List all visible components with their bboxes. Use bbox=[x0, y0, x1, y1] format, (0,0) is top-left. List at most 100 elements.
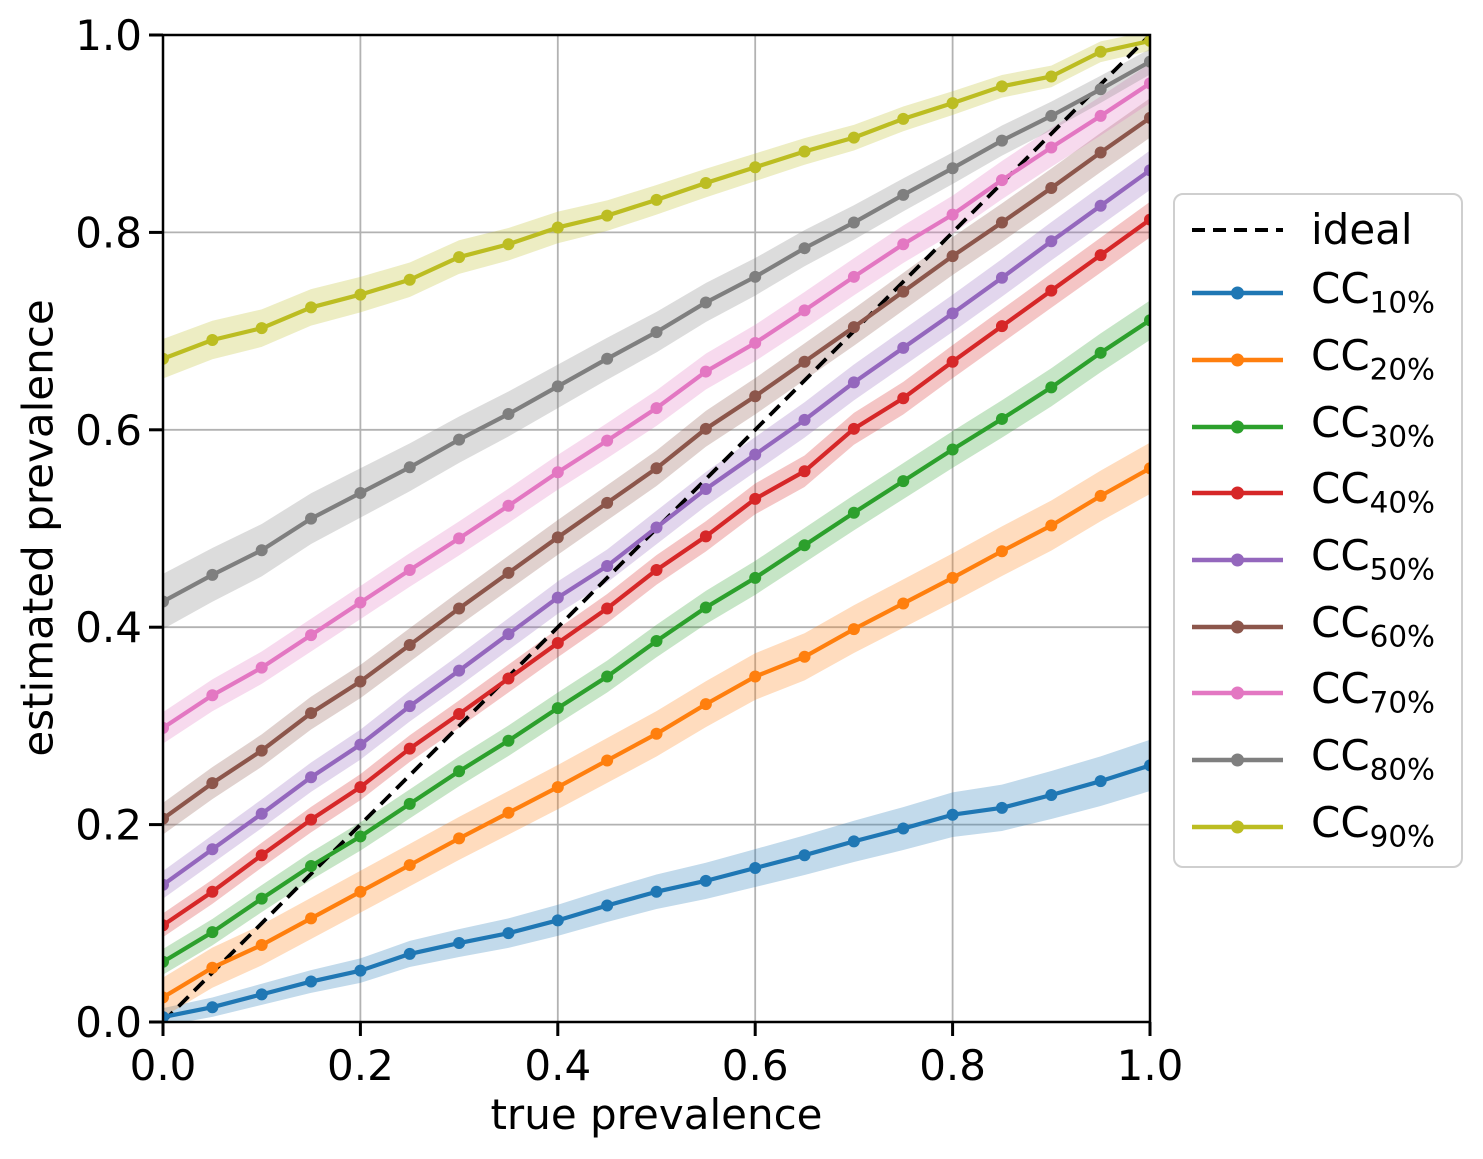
legend-label-cc-70: CC70% bbox=[1311, 664, 1435, 720]
marker-cc-30 bbox=[551, 702, 564, 715]
marker-cc-80 bbox=[305, 512, 318, 525]
y-tick-label: 0.8 bbox=[75, 208, 142, 257]
marker-cc-80 bbox=[995, 134, 1008, 147]
marker-cc-80 bbox=[354, 486, 367, 499]
y-tick-label: 0.6 bbox=[75, 406, 142, 455]
legend-label-subscript: 90% bbox=[1369, 819, 1435, 854]
marker-cc-90 bbox=[403, 273, 416, 286]
plot-border bbox=[161, 33, 1152, 1024]
marker-cc-60 bbox=[551, 531, 564, 544]
marker-cc-60 bbox=[354, 675, 367, 688]
marker-cc-50 bbox=[749, 448, 762, 461]
legend-entry-cc-70: CC70% bbox=[1175, 668, 1461, 718]
marker-cc-10 bbox=[502, 927, 515, 940]
x-tick-label: 0.2 bbox=[327, 1041, 394, 1090]
legend-sample-cc-70 bbox=[1192, 686, 1283, 700]
series-marker-icon bbox=[1231, 620, 1244, 634]
marker-cc-80 bbox=[650, 326, 663, 339]
marker-cc-80 bbox=[163, 595, 169, 608]
marker-cc-40 bbox=[1144, 213, 1150, 226]
marker-cc-90 bbox=[749, 161, 762, 174]
marker-cc-30 bbox=[798, 539, 811, 552]
marker-cc-40 bbox=[551, 636, 564, 649]
marker-cc-50 bbox=[946, 307, 959, 320]
marker-cc-10 bbox=[897, 822, 910, 835]
marker-cc-70 bbox=[453, 532, 466, 545]
marker-cc-30 bbox=[453, 765, 466, 778]
marker-cc-60 bbox=[749, 390, 762, 403]
marker-cc-20 bbox=[163, 991, 169, 1004]
marker-cc-70 bbox=[847, 270, 860, 283]
marker-cc-50 bbox=[798, 413, 811, 426]
legend-label-subscript: 80% bbox=[1369, 752, 1435, 787]
marker-cc-40 bbox=[995, 320, 1008, 333]
legend-label-cc-20: CC20% bbox=[1311, 330, 1435, 387]
legend-sample-cc-20 bbox=[1192, 353, 1283, 367]
marker-cc-90 bbox=[699, 177, 712, 190]
marker-cc-10 bbox=[1045, 788, 1058, 801]
marker-cc-50 bbox=[453, 664, 466, 677]
marker-cc-50 bbox=[206, 843, 219, 856]
y-tick-label: 0.4 bbox=[75, 603, 142, 652]
marker-cc-30 bbox=[650, 635, 663, 648]
marker-cc-30 bbox=[305, 860, 318, 873]
marker-cc-40 bbox=[206, 885, 219, 898]
marker-cc-20 bbox=[946, 571, 959, 584]
marker-cc-40 bbox=[847, 422, 860, 435]
marker-cc-90 bbox=[354, 288, 367, 301]
marker-cc-30 bbox=[995, 412, 1008, 425]
x-tick-label: 0.8 bbox=[919, 1041, 986, 1090]
marker-cc-30 bbox=[163, 955, 169, 968]
series-marker-icon bbox=[1231, 353, 1244, 367]
marker-cc-20 bbox=[403, 859, 416, 872]
legend-label-subscript: 50% bbox=[1369, 552, 1435, 587]
marker-cc-80 bbox=[255, 544, 268, 557]
marker-cc-70 bbox=[354, 596, 367, 609]
marker-cc-30 bbox=[699, 601, 712, 614]
marker-cc-40 bbox=[699, 530, 712, 543]
marker-cc-70 bbox=[163, 721, 169, 734]
y-tick-label: 1.0 bbox=[75, 11, 142, 60]
marker-cc-70 bbox=[255, 661, 268, 674]
legend-label-subscript: 40% bbox=[1369, 485, 1435, 520]
marker-cc-90 bbox=[946, 97, 959, 110]
series-marker-icon bbox=[1231, 553, 1244, 567]
marker-cc-20 bbox=[601, 754, 614, 767]
marker-cc-50 bbox=[995, 271, 1008, 284]
legend-sample-cc-60 bbox=[1192, 620, 1283, 634]
marker-cc-10 bbox=[650, 885, 663, 898]
marker-cc-10 bbox=[163, 1011, 169, 1022]
marker-cc-50 bbox=[502, 628, 515, 641]
marker-cc-60 bbox=[305, 707, 318, 720]
marker-cc-30 bbox=[354, 830, 367, 843]
marker-cc-40 bbox=[650, 563, 663, 576]
marker-cc-60 bbox=[502, 566, 515, 579]
marker-cc-10 bbox=[403, 947, 416, 960]
marker-cc-10 bbox=[305, 975, 318, 988]
marker-cc-50 bbox=[1094, 199, 1107, 212]
marker-cc-30 bbox=[897, 475, 910, 488]
marker-cc-20 bbox=[502, 806, 515, 819]
marker-cc-30 bbox=[1045, 381, 1058, 394]
marker-cc-90 bbox=[897, 112, 910, 125]
marker-cc-80 bbox=[206, 568, 219, 581]
series-marker-icon bbox=[1231, 753, 1244, 767]
legend-entry-cc-90: CC90% bbox=[1175, 801, 1461, 854]
marker-cc-80 bbox=[403, 461, 416, 474]
marker-cc-90 bbox=[1094, 45, 1107, 58]
marker-cc-40 bbox=[502, 672, 515, 685]
marker-cc-30 bbox=[502, 734, 515, 747]
marker-cc-70 bbox=[798, 304, 811, 317]
legend-label-subscript: 20% bbox=[1369, 352, 1435, 387]
legend-label-subscript: 10% bbox=[1369, 285, 1435, 320]
marker-cc-40 bbox=[453, 708, 466, 721]
marker-cc-40 bbox=[163, 919, 169, 932]
marker-cc-10 bbox=[551, 914, 564, 927]
marker-cc-20 bbox=[650, 727, 663, 740]
x-axis-label: true prevalence bbox=[490, 1090, 823, 1139]
marker-cc-30 bbox=[847, 506, 860, 519]
marker-cc-60 bbox=[601, 496, 614, 509]
marker-cc-50 bbox=[1144, 164, 1150, 177]
marker-cc-70 bbox=[699, 365, 712, 378]
